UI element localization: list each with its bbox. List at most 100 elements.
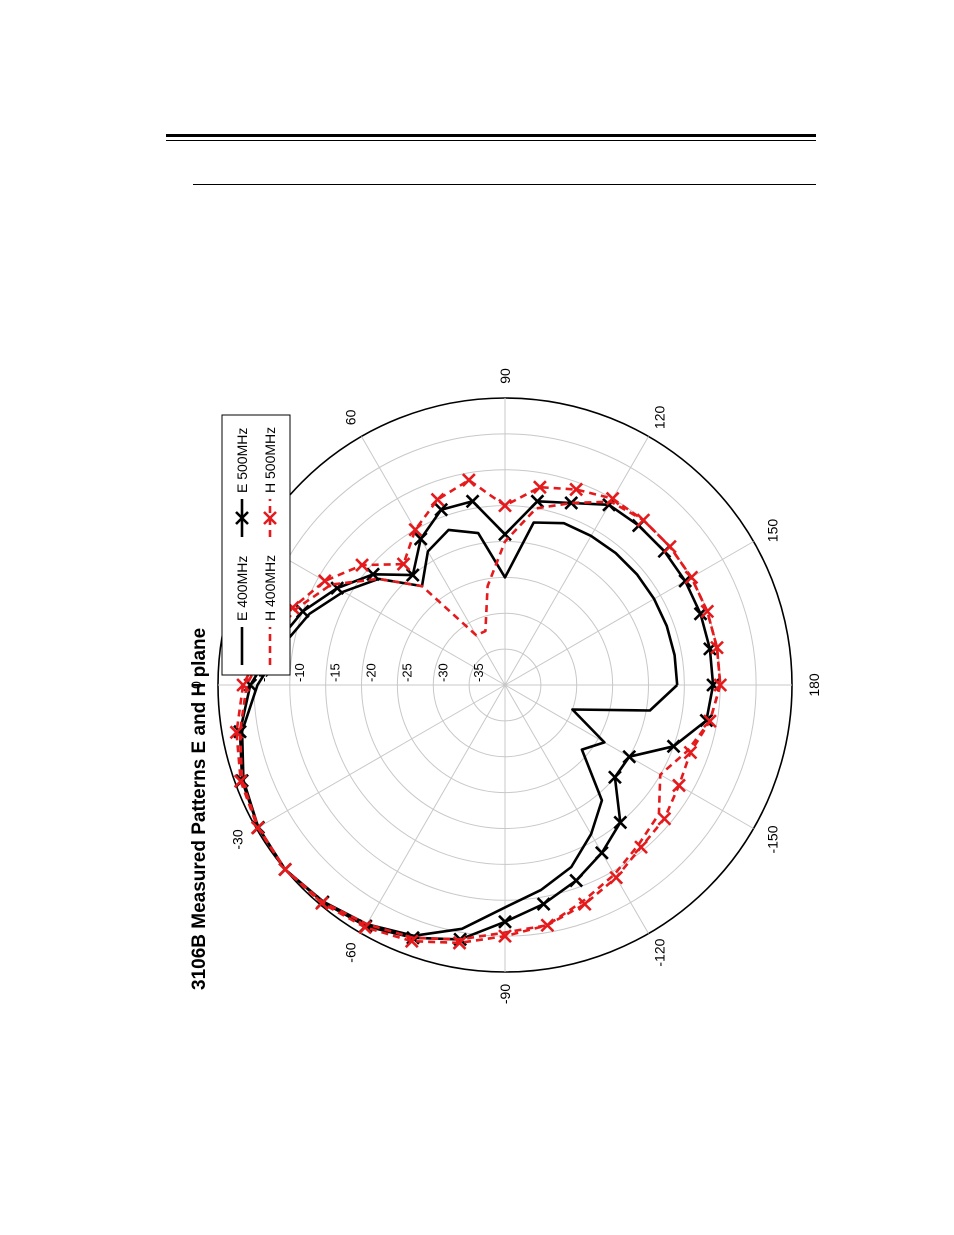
series-3-point-26	[461, 473, 476, 488]
angle-label-8: -120	[652, 938, 668, 966]
x-marker-b	[430, 492, 445, 507]
series-3-point-11	[404, 934, 419, 949]
x-marker-b	[577, 897, 592, 912]
radial-label-4: -25	[399, 663, 414, 682]
x-marker-b	[678, 574, 693, 588]
series-1-point-8	[536, 897, 551, 911]
x-marker-b	[250, 820, 265, 835]
series-3-point-21	[317, 574, 332, 588]
legend-entry-1: E 500MHz	[234, 428, 250, 537]
series-1-point-1	[699, 713, 714, 728]
x-marker-b	[684, 570, 699, 585]
x-marker-b	[358, 920, 373, 935]
series-1-point-6	[594, 845, 609, 860]
grid-spoke-300	[361, 684, 506, 934]
x-marker-b	[317, 574, 332, 588]
x-marker-b	[622, 749, 637, 764]
grid-spoke-150	[504, 541, 754, 686]
series-line-2	[238, 500, 722, 941]
x-marker-b	[405, 568, 420, 582]
x-marker-b	[434, 502, 449, 517]
x-marker-b	[594, 845, 609, 860]
legend: E 400MHz E 500MHz H 400MHz H 500MHz	[221, 414, 291, 676]
x-marker-b	[540, 918, 555, 933]
angle-label-11: -30	[229, 829, 245, 849]
polar-grid	[217, 397, 793, 973]
series-1	[233, 494, 720, 947]
series-1-point-3	[622, 749, 637, 764]
x-marker-b	[366, 567, 381, 582]
angle-label-5: 150	[765, 519, 781, 543]
series-3-point-35	[710, 640, 724, 655]
angle-label-10: -60	[343, 942, 359, 962]
radial-label-5: -30	[435, 663, 450, 682]
series-line-0	[240, 521, 679, 938]
series-3-point-1	[702, 714, 717, 729]
grid-spoke-120	[504, 436, 649, 686]
legend-box	[221, 414, 291, 676]
title-layer: 3106B Measured Patterns E and H plane	[189, 628, 210, 990]
x-marker-b	[608, 770, 622, 785]
radial-label-6: -35	[471, 663, 486, 682]
x-marker-b	[452, 935, 467, 950]
series-3-point-17	[229, 725, 244, 740]
x-marker-b	[605, 491, 620, 506]
legend-entry-2: H 400MHz	[262, 555, 278, 665]
legend-label-1: E 500MHz	[234, 428, 250, 493]
chart-title: 3106B Measured Patterns E and H plane	[189, 628, 210, 990]
header-rule-thin	[166, 140, 816, 141]
series-1-point-28	[530, 494, 545, 509]
series-3-point-7	[577, 897, 592, 912]
angle-label-3: 90	[497, 368, 513, 384]
x-marker-b	[672, 778, 686, 793]
series-layer	[229, 473, 728, 950]
x-marker-b	[236, 678, 251, 692]
legend-marker-b	[263, 511, 277, 525]
x-marker-b	[229, 725, 244, 740]
x-marker-b	[609, 870, 624, 885]
radial-label-1: -10	[292, 663, 307, 682]
angle-label-2: 60	[343, 409, 359, 425]
series-3-point-22	[355, 558, 370, 573]
chart-rotated-group: 0306090120150180-150-120-90-60-30-5-10-1…	[188, 368, 822, 1004]
x-marker-b	[657, 811, 672, 826]
series-3-point-4	[657, 811, 672, 826]
x-marker-b	[710, 640, 724, 655]
series-1-point-9	[498, 914, 512, 929]
series-3-point-30	[605, 491, 620, 506]
x-marker-b	[666, 739, 681, 754]
series-3-point-8	[540, 918, 555, 933]
legend-label-2: H 400MHz	[262, 555, 278, 621]
x-marker-b	[498, 914, 512, 929]
series-3-point-34	[700, 604, 715, 619]
series-1-point-24	[413, 532, 428, 546]
x-marker-b	[569, 482, 584, 497]
series-1-point-2	[666, 739, 681, 754]
series-line-1	[238, 500, 715, 941]
series-3-point-33	[684, 570, 699, 585]
legend-entry-3: H 500MHz	[262, 427, 278, 537]
series-1-point-22	[366, 567, 381, 582]
x-marker-b	[636, 513, 651, 528]
x-marker-b	[662, 539, 677, 554]
x-marker-b	[278, 862, 293, 877]
series-1-point-5	[613, 815, 628, 830]
series-3-point-18	[236, 678, 251, 692]
series-1-point-7	[569, 873, 584, 888]
series-3-point-12	[358, 920, 373, 935]
series-3-point-31	[636, 513, 651, 528]
x-marker-b	[404, 934, 419, 949]
radial-label-2: -15	[328, 663, 343, 682]
series-3-point-29	[569, 482, 584, 497]
series-3-point-15	[250, 820, 265, 835]
x-marker-b	[713, 678, 728, 692]
legend-marker-b	[235, 511, 249, 525]
x-marker-b	[314, 896, 329, 911]
grid-spoke-60	[361, 436, 506, 686]
series-3-point-5	[634, 840, 648, 855]
series-3-point-25	[430, 492, 445, 507]
series-1-point-29	[564, 496, 579, 510]
radial-label-3: -20	[364, 663, 379, 682]
